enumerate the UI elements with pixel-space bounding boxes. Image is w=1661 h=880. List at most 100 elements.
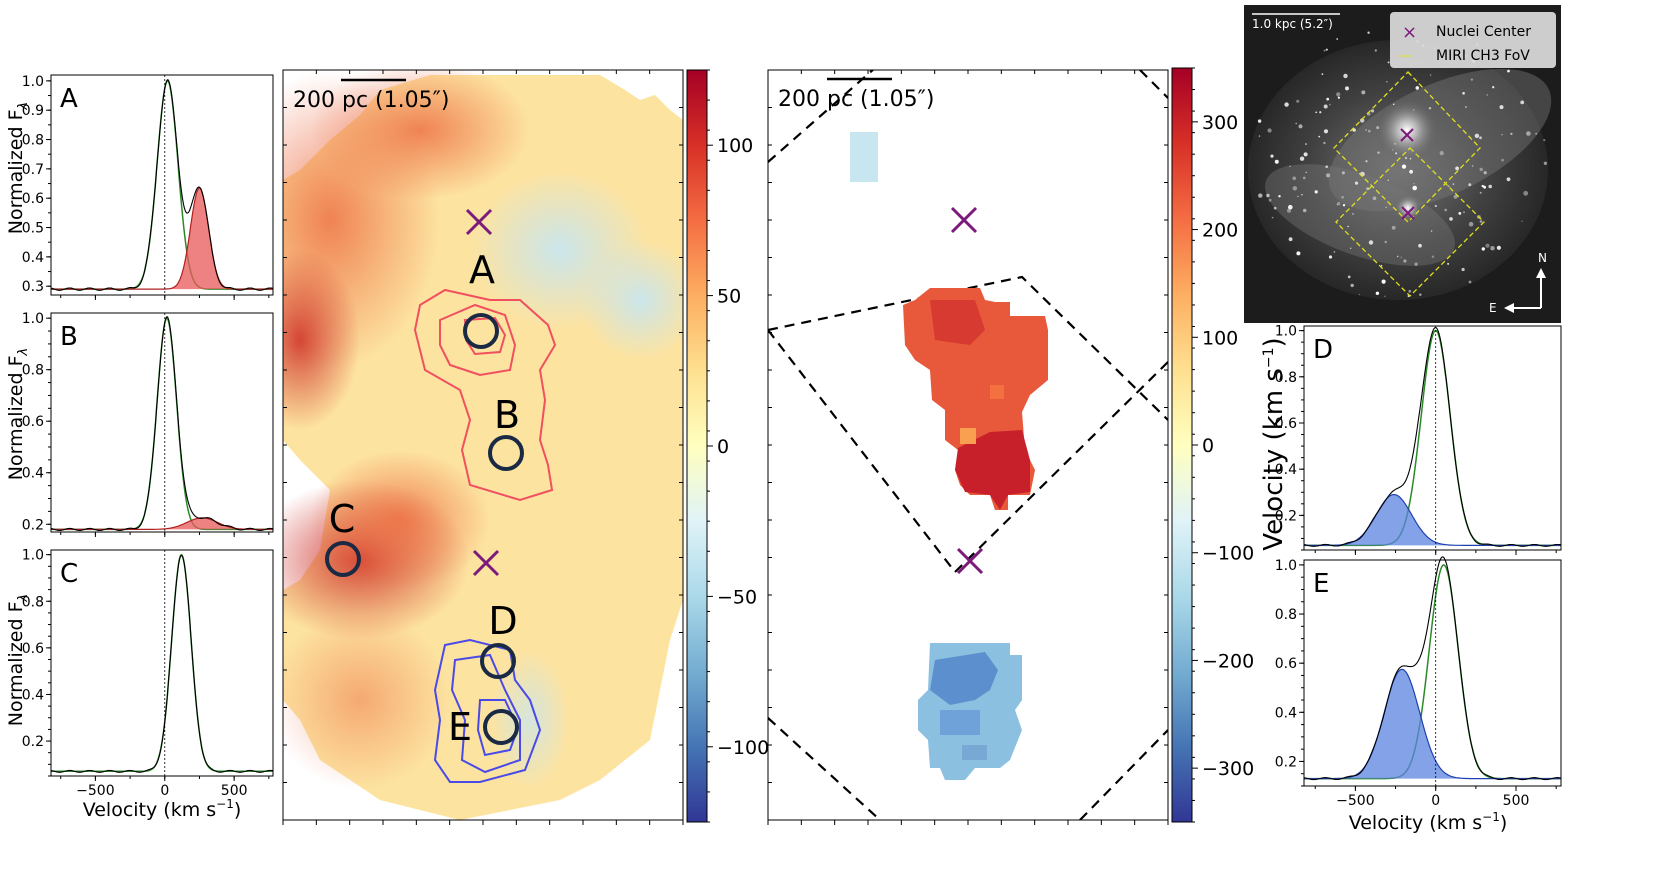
star bbox=[1323, 49, 1326, 52]
star bbox=[1323, 141, 1326, 145]
star bbox=[1303, 152, 1308, 157]
star bbox=[1257, 119, 1262, 123]
star bbox=[1510, 132, 1513, 136]
star bbox=[1413, 182, 1415, 185]
star bbox=[1499, 105, 1504, 110]
star bbox=[1301, 194, 1303, 196]
map2-blue-speck bbox=[850, 132, 878, 182]
star bbox=[1368, 129, 1371, 133]
star bbox=[1408, 289, 1412, 293]
outflow-component-fill bbox=[51, 517, 273, 530]
spectrum-panel-label: C bbox=[60, 559, 78, 589]
observed-spectrum-line bbox=[50, 554, 274, 773]
star bbox=[1337, 96, 1340, 99]
map1-nucleus-south bbox=[472, 549, 500, 577]
star bbox=[1314, 190, 1318, 194]
ylabel-spectrum-a: Normalized Fλ bbox=[5, 102, 31, 234]
inset-legend-box bbox=[1390, 12, 1556, 68]
star bbox=[1490, 246, 1495, 251]
star bbox=[1488, 184, 1492, 189]
star bbox=[1336, 204, 1338, 206]
star bbox=[1302, 208, 1307, 213]
star bbox=[1470, 78, 1473, 81]
region-a-circle bbox=[463, 313, 499, 349]
star bbox=[1352, 212, 1354, 215]
star bbox=[1396, 255, 1399, 258]
star bbox=[1271, 216, 1274, 219]
star bbox=[1464, 106, 1467, 108]
y-tick-label: 0.6 bbox=[22, 191, 44, 207]
star bbox=[1336, 92, 1341, 97]
star bbox=[1278, 195, 1281, 198]
xlabel-right: Velocity (km s−1) bbox=[1349, 810, 1508, 834]
spectrum-panel-e: 0.2 0.4 0.6 0.8 1.0 −500 0 500 E bbox=[1275, 556, 1562, 809]
star bbox=[1299, 156, 1305, 161]
outflow-component-fill bbox=[1304, 494, 1561, 546]
star bbox=[1273, 206, 1277, 210]
colorbar-tick-label: 100 bbox=[1202, 327, 1238, 349]
spectrum-frame bbox=[1303, 325, 1562, 551]
colorbar-tick-label: 200 bbox=[1202, 220, 1238, 242]
inset-nucleus-north bbox=[1400, 128, 1414, 142]
colorbar-tick-label: 50 bbox=[717, 286, 741, 308]
y-tick-label: 0.8 bbox=[22, 133, 44, 149]
y-tick-label: 0.2 bbox=[1275, 508, 1297, 524]
star bbox=[1526, 131, 1531, 136]
star bbox=[1496, 245, 1501, 250]
star bbox=[1296, 251, 1301, 256]
star bbox=[1455, 166, 1459, 171]
star bbox=[1380, 264, 1383, 267]
map2-nucleus-north bbox=[950, 206, 978, 234]
y-tick-label: 0.4 bbox=[22, 466, 44, 482]
star bbox=[1292, 186, 1298, 191]
y-tick-label: 0.6 bbox=[22, 414, 44, 430]
compass-east-label: E bbox=[1489, 301, 1497, 315]
outflow-component-line bbox=[1304, 494, 1561, 546]
colorbar-tick-label: −200 bbox=[1202, 650, 1254, 672]
y-tick-label: 0.8 bbox=[22, 594, 44, 610]
star bbox=[1419, 293, 1422, 296]
miri-fov bbox=[1333, 71, 1485, 297]
star bbox=[1386, 81, 1388, 83]
legend-label-nuclei: Nuclei Center bbox=[1436, 24, 1531, 40]
region-d-label: D bbox=[488, 599, 517, 643]
star bbox=[1391, 225, 1396, 230]
colorbar-2-gradient bbox=[1171, 67, 1193, 823]
star bbox=[1485, 243, 1490, 248]
colorbar-2: 300 200 100 0 −100 −200 −300 Velocity (km s−1) bbox=[1171, 67, 1289, 823]
y-tick-label: 0.5 bbox=[22, 221, 44, 237]
star bbox=[1302, 176, 1306, 180]
star bbox=[1471, 165, 1474, 167]
star bbox=[1444, 208, 1448, 212]
contour-blue-mid bbox=[450, 653, 521, 774]
xlabel-left: Velocity (km s−1) bbox=[83, 797, 242, 821]
star bbox=[1468, 183, 1472, 187]
star bbox=[1319, 111, 1322, 114]
map1-blue-lower bbox=[490, 650, 570, 790]
star bbox=[1468, 221, 1474, 227]
star bbox=[1321, 73, 1324, 75]
star bbox=[1292, 176, 1296, 181]
star bbox=[1479, 191, 1482, 194]
colorbar-1: 100 50 0 −50 −100 bbox=[686, 69, 769, 823]
star bbox=[1395, 152, 1398, 155]
star bbox=[1298, 124, 1303, 129]
star bbox=[1400, 256, 1403, 258]
map1-ticks bbox=[282, 69, 684, 825]
galaxy-secondary-glow bbox=[1394, 194, 1422, 222]
legend-label-fov: MIRI CH3 FoV bbox=[1436, 48, 1530, 64]
contour-red-outer bbox=[413, 288, 557, 502]
star bbox=[1365, 160, 1368, 163]
y-tick-label: 0.8 bbox=[1275, 607, 1297, 623]
star bbox=[1266, 193, 1270, 198]
y-tick-label: 0.4 bbox=[22, 687, 44, 703]
region-b-circle bbox=[488, 435, 524, 471]
x-tick-label: −500 bbox=[1336, 793, 1374, 809]
star bbox=[1418, 243, 1422, 248]
y-tick-label: 1.0 bbox=[1275, 324, 1297, 340]
galaxy-inset: 1.0 kpc (5.2″) × Nuclei Center — MIRI CH… bbox=[1244, 5, 1561, 323]
y-tick-label: 0.2 bbox=[1275, 754, 1297, 770]
y-tick-label: 0.4 bbox=[1275, 462, 1297, 478]
star bbox=[1358, 293, 1361, 296]
velocity-map-1: 200 pc (1.05″) A B C D E bbox=[282, 69, 684, 825]
